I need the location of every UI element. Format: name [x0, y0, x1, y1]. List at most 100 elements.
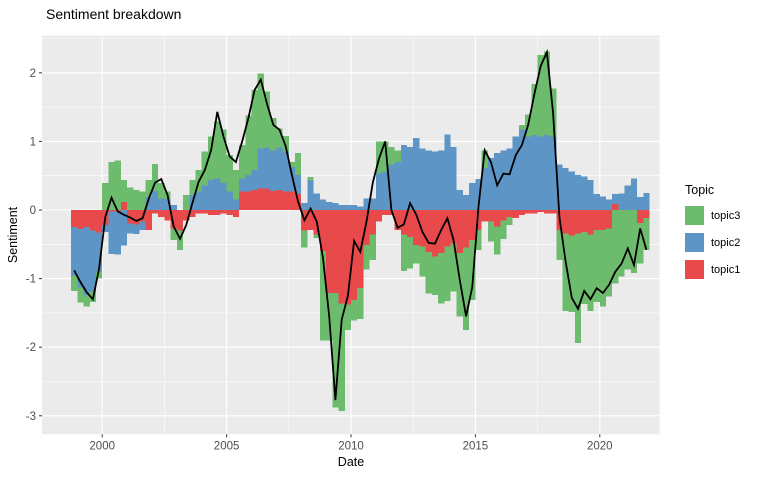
- bar-segment-topic2-2008Q1: [301, 203, 308, 211]
- bar-segment-topic1-2006Q3: [263, 188, 271, 211]
- bar-segment-topic2-2007Q3: [288, 166, 296, 192]
- bar-segment-topic1-2005Q1: [226, 210, 233, 215]
- bar-segment-topic3-2004Q4: [220, 129, 227, 184]
- bar-segment-topic1-2017Q4: [543, 210, 551, 214]
- bar-segment-topic1-2006Q2: [257, 188, 264, 211]
- bar-segment-topic2-2017Q1: [525, 136, 532, 211]
- bar-segment-topic3-2021Q4: [643, 218, 650, 250]
- bar-segment-topic1-2016Q2: [506, 210, 513, 217]
- bar-segment-topic1-2010Q3: [363, 210, 370, 245]
- bar-segment-topic1-1998Q4: [71, 210, 78, 228]
- bar-segment-topic2-2008Q3: [313, 193, 320, 211]
- tick-labels: 2 1 0 -1 -2 -3 2000 2005 2010 2015 2020: [26, 68, 613, 452]
- bar-segment-topic2-2003Q4: [195, 191, 202, 211]
- bar-segment-topic3-2000Q1: [102, 183, 109, 211]
- tick-marks: [39, 72, 601, 438]
- bar-segment-topic3-2005Q4: [245, 115, 252, 176]
- bar-segment-topic1-2018Q3: [562, 210, 569, 234]
- bar-segment-topic2-2013Q4: [444, 134, 451, 211]
- bar-segment-topic3-2020Q4: [618, 210, 625, 277]
- bar-segment-topic2-2009Q4: [344, 205, 351, 211]
- bar-segment-topic2-2018Q4: [568, 171, 575, 211]
- bar-segment-topic3-2013Q2: [431, 256, 439, 296]
- bar-segment-topic2-2019Q3: [587, 179, 594, 211]
- bar-segment-topic1-2017Q3: [537, 210, 544, 213]
- bar-segment-topic1-2013Q4: [444, 210, 451, 247]
- bar-segment-topic2-2001Q2: [133, 224, 140, 235]
- y-tick-label: 0: [30, 205, 36, 217]
- bar-segment-topic3-2006Q1: [251, 89, 258, 171]
- bar-segment-topic2-2007Q4: [295, 175, 302, 195]
- x-tick-label: 2000: [89, 440, 115, 452]
- bar-segment-topic1-2011Q4: [394, 210, 401, 230]
- bar-segment-topic3-2005Q1: [226, 155, 233, 192]
- bar-segment-topic1-2015Q1: [475, 210, 482, 230]
- bar-segment-topic1-2004Q3: [214, 210, 221, 215]
- bar-segment-topic1-2014Q3: [462, 210, 470, 248]
- bar-segment-topic1-2005Q4: [245, 191, 252, 211]
- bar-segment-topic1-2003Q4: [195, 210, 202, 214]
- bar-segment-topic2-2004Q1: [201, 185, 208, 211]
- x-tick-label: 2010: [338, 440, 364, 452]
- bar-segment-topic2-2010Q4: [369, 198, 376, 211]
- bar-segment-topic2-2016Q3: [512, 136, 519, 211]
- bar-segment-topic1-1999Q1: [77, 210, 84, 230]
- bar-segment-topic1-2001Q2: [133, 210, 140, 225]
- bar-segment-topic1-2004Q2: [207, 210, 215, 215]
- bar-segment-topic3-2021Q1: [624, 210, 631, 270]
- bar-segment-topic2-2021Q1: [624, 185, 631, 211]
- bar-segment-topic3-2014Q3: [462, 247, 470, 331]
- bar-segment-topic1-2009Q3: [338, 210, 345, 304]
- y-tick-label: 2: [30, 68, 36, 80]
- bar-segment-topic3-2000Q4: [120, 179, 128, 202]
- bar-segment-topic3-2008Q2: [307, 177, 314, 181]
- bar-segment-topic2-2015Q3: [487, 157, 495, 211]
- bar-segment-topic2-2001Q4: [145, 196, 152, 211]
- bar-segment-topic3-2012Q2: [406, 236, 414, 269]
- bar-segment-topic3-2018Q4: [568, 235, 575, 313]
- bar-segment-topic2-1999Q3: [89, 230, 96, 292]
- bar-segment-topic2-2002Q2: [158, 198, 165, 211]
- legend-item-topic1: topic1: [685, 260, 767, 279]
- bar-segment-topic1-2015Q2: [481, 210, 488, 222]
- bar-segment-topic3-2000Q2: [108, 161, 115, 211]
- bar-segment-topic3-2008Q1: [301, 230, 308, 248]
- bar-segment-topic3-2009Q4: [344, 304, 351, 331]
- bar-segment-topic2-2019Q4: [593, 194, 600, 211]
- topic2-swatch: [685, 233, 704, 252]
- sentiment-line: [73, 48, 648, 401]
- bar-segment-topic3-2016Q1: [500, 220, 507, 239]
- bar-segment-topic3-2015Q4: [494, 226, 501, 255]
- bar-segment-topic2-2016Q4: [518, 129, 526, 211]
- bar-segment-topic3-2015Q2: [481, 150, 488, 169]
- bar-segment-topic3-2001Q3: [139, 191, 146, 211]
- bar-segment-topic2-2011Q4: [394, 161, 401, 211]
- bar-segment-topic1-2018Q4: [568, 210, 575, 236]
- bar-segment-topic2-2001Q3: [139, 221, 146, 230]
- bar-segment-topic1-2003Q2: [183, 210, 190, 221]
- bar-segment-topic1-2012Q3: [413, 210, 420, 245]
- bar-segment-topic1-2009Q4: [344, 210, 351, 305]
- bar-segment-topic1-2013Q2: [431, 210, 439, 257]
- bar-segment-topic1-2003Q3: [189, 210, 196, 217]
- bar-segment-topic1-2012Q2: [406, 210, 414, 237]
- bar-segment-topic2-2015Q2: [481, 168, 488, 211]
- bar-segment-topic3-2018Q3: [562, 233, 569, 311]
- bar-segment-topic3-2001Q4: [145, 179, 152, 197]
- bar-segment-topic2-2006Q4: [270, 150, 277, 191]
- bar-segment-topic3-2006Q3: [263, 91, 271, 148]
- bar-segment-topic2-2014Q1: [450, 146, 457, 211]
- bar-segment-topic3-2012Q3: [413, 244, 420, 264]
- bar-segment-topic3-2014Q1: [450, 243, 457, 292]
- bar-segment-topic2-2006Q1: [251, 170, 258, 191]
- bar-segment-topic2-2005Q2: [232, 199, 240, 211]
- bar-segment-topic2-2020Q3: [612, 194, 619, 204]
- bar-segment-topic1-2011Q2: [382, 210, 389, 215]
- bar-segment-topic2-2001Q1: [127, 223, 134, 234]
- bar-segment-topic2-2004Q2: [207, 179, 215, 211]
- bar-segment-topic1-2011Q1: [375, 210, 383, 222]
- bar-segment-topic2-2006Q3: [263, 147, 271, 189]
- bar-segment-topic1-2019Q3: [587, 210, 594, 235]
- bar-segment-topic3-2008Q3: [313, 234, 320, 239]
- bar-segment-topic2-2000Q3: [114, 211, 121, 255]
